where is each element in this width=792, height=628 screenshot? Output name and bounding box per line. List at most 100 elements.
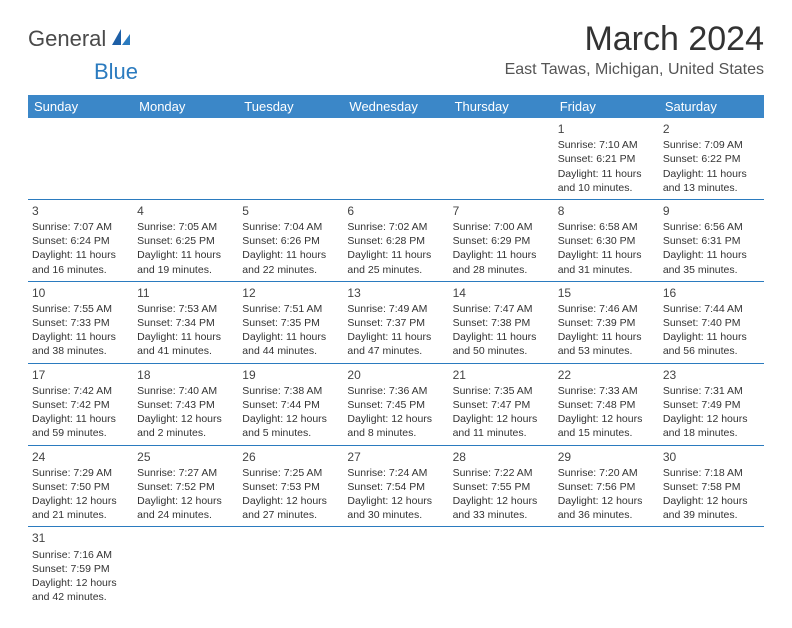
calendar-cell [343, 527, 448, 608]
daylight-text: Daylight: 12 hours and 21 minutes. [32, 494, 129, 522]
sunset-text: Sunset: 6:25 PM [137, 234, 234, 248]
sunrise-text: Sunrise: 7:10 AM [558, 138, 655, 152]
day-header-row: SundayMondayTuesdayWednesdayThursdayFrid… [28, 95, 764, 118]
calendar-cell: 7Sunrise: 7:00 AMSunset: 6:29 PMDaylight… [449, 199, 554, 281]
sunrise-text: Sunrise: 7:38 AM [242, 384, 339, 398]
calendar-cell: 22Sunrise: 7:33 AMSunset: 7:48 PMDayligh… [554, 363, 659, 445]
sunset-text: Sunset: 7:37 PM [347, 316, 444, 330]
calendar-cell: 23Sunrise: 7:31 AMSunset: 7:49 PMDayligh… [659, 363, 764, 445]
day-number: 10 [32, 285, 129, 301]
sunrise-text: Sunrise: 7:09 AM [663, 138, 760, 152]
day-number: 20 [347, 367, 444, 383]
month-title: March 2024 [505, 20, 764, 59]
sunset-text: Sunset: 7:54 PM [347, 480, 444, 494]
sunrise-text: Sunrise: 7:53 AM [137, 302, 234, 316]
daylight-text: Daylight: 11 hours and 22 minutes. [242, 248, 339, 276]
calendar-cell: 9Sunrise: 6:56 AMSunset: 6:31 PMDaylight… [659, 199, 764, 281]
calendar-cell [28, 118, 133, 199]
sunrise-text: Sunrise: 7:16 AM [32, 548, 129, 562]
day-number: 26 [242, 449, 339, 465]
calendar-cell: 19Sunrise: 7:38 AMSunset: 7:44 PMDayligh… [238, 363, 343, 445]
day-number: 25 [137, 449, 234, 465]
calendar-cell: 3Sunrise: 7:07 AMSunset: 6:24 PMDaylight… [28, 199, 133, 281]
sunrise-text: Sunrise: 7:00 AM [453, 220, 550, 234]
sunset-text: Sunset: 7:33 PM [32, 316, 129, 330]
daylight-text: Daylight: 12 hours and 27 minutes. [242, 494, 339, 522]
sunset-text: Sunset: 7:55 PM [453, 480, 550, 494]
daylight-text: Daylight: 12 hours and 30 minutes. [347, 494, 444, 522]
calendar-cell [449, 527, 554, 608]
daylight-text: Daylight: 11 hours and 13 minutes. [663, 167, 760, 195]
day-header: Sunday [28, 95, 133, 118]
daylight-text: Daylight: 11 hours and 19 minutes. [137, 248, 234, 276]
day-number: 19 [242, 367, 339, 383]
calendar-cell: 14Sunrise: 7:47 AMSunset: 7:38 PMDayligh… [449, 281, 554, 363]
sunset-text: Sunset: 7:38 PM [453, 316, 550, 330]
calendar-cell: 4Sunrise: 7:05 AMSunset: 6:25 PMDaylight… [133, 199, 238, 281]
calendar-cell: 1Sunrise: 7:10 AMSunset: 6:21 PMDaylight… [554, 118, 659, 199]
sunset-text: Sunset: 6:24 PM [32, 234, 129, 248]
day-number: 8 [558, 203, 655, 219]
calendar-week: 10Sunrise: 7:55 AMSunset: 7:33 PMDayligh… [28, 281, 764, 363]
day-number: 6 [347, 203, 444, 219]
sunrise-text: Sunrise: 7:24 AM [347, 466, 444, 480]
daylight-text: Daylight: 12 hours and 11 minutes. [453, 412, 550, 440]
day-number: 12 [242, 285, 339, 301]
day-number: 4 [137, 203, 234, 219]
calendar-week: 1Sunrise: 7:10 AMSunset: 6:21 PMDaylight… [28, 118, 764, 199]
daylight-text: Daylight: 12 hours and 42 minutes. [32, 576, 129, 604]
sunset-text: Sunset: 7:49 PM [663, 398, 760, 412]
sunrise-text: Sunrise: 7:44 AM [663, 302, 760, 316]
calendar-cell: 2Sunrise: 7:09 AMSunset: 6:22 PMDaylight… [659, 118, 764, 199]
sunrise-text: Sunrise: 7:31 AM [663, 384, 760, 398]
sunset-text: Sunset: 7:48 PM [558, 398, 655, 412]
calendar-cell: 8Sunrise: 6:58 AMSunset: 6:30 PMDaylight… [554, 199, 659, 281]
day-number: 5 [242, 203, 339, 219]
calendar-cell [449, 118, 554, 199]
day-header: Thursday [449, 95, 554, 118]
calendar-cell: 5Sunrise: 7:04 AMSunset: 6:26 PMDaylight… [238, 199, 343, 281]
day-header: Wednesday [343, 95, 448, 118]
sunset-text: Sunset: 6:22 PM [663, 152, 760, 166]
calendar-cell: 13Sunrise: 7:49 AMSunset: 7:37 PMDayligh… [343, 281, 448, 363]
calendar-cell [238, 527, 343, 608]
daylight-text: Daylight: 11 hours and 59 minutes. [32, 412, 129, 440]
calendar-cell [343, 118, 448, 199]
sunset-text: Sunset: 7:58 PM [663, 480, 760, 494]
sunrise-text: Sunrise: 7:22 AM [453, 466, 550, 480]
calendar-week: 3Sunrise: 7:07 AMSunset: 6:24 PMDaylight… [28, 199, 764, 281]
calendar-week: 17Sunrise: 7:42 AMSunset: 7:42 PMDayligh… [28, 363, 764, 445]
daylight-text: Daylight: 12 hours and 15 minutes. [558, 412, 655, 440]
daylight-text: Daylight: 11 hours and 41 minutes. [137, 330, 234, 358]
daylight-text: Daylight: 11 hours and 47 minutes. [347, 330, 444, 358]
sunrise-text: Sunrise: 7:29 AM [32, 466, 129, 480]
day-header: Tuesday [238, 95, 343, 118]
calendar-cell: 31Sunrise: 7:16 AMSunset: 7:59 PMDayligh… [28, 527, 133, 608]
day-number: 14 [453, 285, 550, 301]
sunrise-text: Sunrise: 7:18 AM [663, 466, 760, 480]
calendar-week: 24Sunrise: 7:29 AMSunset: 7:50 PMDayligh… [28, 445, 764, 527]
sunset-text: Sunset: 7:59 PM [32, 562, 129, 576]
calendar-cell: 12Sunrise: 7:51 AMSunset: 7:35 PMDayligh… [238, 281, 343, 363]
daylight-text: Daylight: 12 hours and 2 minutes. [137, 412, 234, 440]
daylight-text: Daylight: 12 hours and 5 minutes. [242, 412, 339, 440]
calendar-cell: 26Sunrise: 7:25 AMSunset: 7:53 PMDayligh… [238, 445, 343, 527]
daylight-text: Daylight: 12 hours and 24 minutes. [137, 494, 234, 522]
sunrise-text: Sunrise: 7:27 AM [137, 466, 234, 480]
calendar-cell: 29Sunrise: 7:20 AMSunset: 7:56 PMDayligh… [554, 445, 659, 527]
sunrise-text: Sunrise: 7:02 AM [347, 220, 444, 234]
calendar-cell: 28Sunrise: 7:22 AMSunset: 7:55 PMDayligh… [449, 445, 554, 527]
sunrise-text: Sunrise: 7:05 AM [137, 220, 234, 234]
day-number: 27 [347, 449, 444, 465]
day-number: 9 [663, 203, 760, 219]
daylight-text: Daylight: 11 hours and 44 minutes. [242, 330, 339, 358]
day-number: 24 [32, 449, 129, 465]
day-number: 30 [663, 449, 760, 465]
calendar-cell: 10Sunrise: 7:55 AMSunset: 7:33 PMDayligh… [28, 281, 133, 363]
day-number: 13 [347, 285, 444, 301]
sunset-text: Sunset: 7:39 PM [558, 316, 655, 330]
daylight-text: Daylight: 12 hours and 33 minutes. [453, 494, 550, 522]
day-number: 17 [32, 367, 129, 383]
sunrise-text: Sunrise: 7:51 AM [242, 302, 339, 316]
day-header: Friday [554, 95, 659, 118]
